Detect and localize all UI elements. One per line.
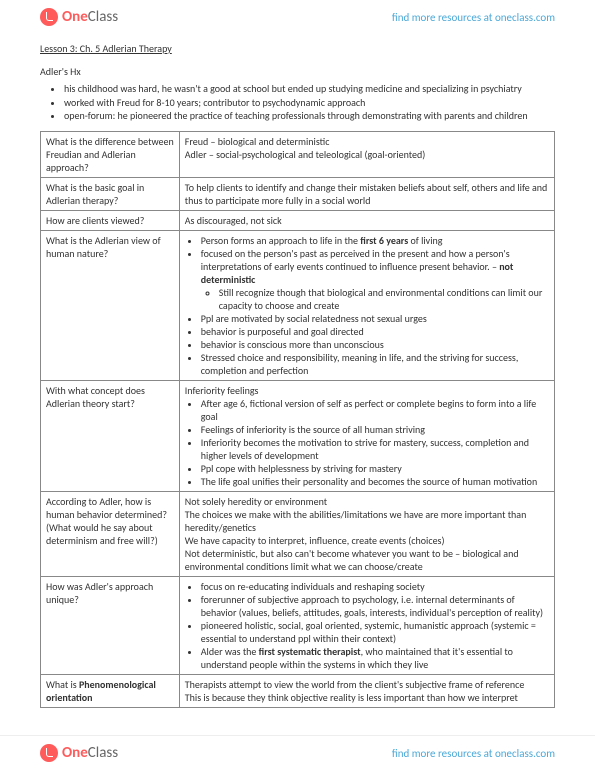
table-row: How was Adler's approach unique? focus o… [41, 576, 555, 674]
logo: OneClass [40, 8, 118, 26]
document-body: Lesson 3: Ch. 5 Adlerian Therapy Adler's… [0, 34, 595, 748]
list-item: focus on re-educating individuals and re… [201, 580, 549, 593]
question-cell: How was Adler's approach unique? [41, 576, 180, 674]
intro-list: his childhood was hard, he wasn't a good… [64, 82, 555, 123]
question-cell: What is the difference between Freudian … [41, 131, 180, 177]
answer-line: Not solely heredity or environment [185, 495, 549, 508]
answer-line: Adler – social-psychological and teleolo… [185, 148, 549, 161]
answer-cell: Not solely heredity or environment The c… [179, 491, 554, 576]
list-item: Feelings of inferiority is the source of… [201, 423, 549, 436]
logo-icon [40, 8, 58, 26]
list-item: his childhood was hard, he wasn't a good… [64, 82, 555, 96]
list-item: focused on the person's past as perceive… [201, 247, 549, 312]
answer-cell: Person forms an approach to life in the … [179, 230, 554, 380]
table-row: According to Adler, how is human behavio… [41, 491, 555, 576]
list-item: Still recognize though that biological a… [219, 286, 549, 312]
answer-lead: Inferiority feelings [185, 384, 549, 397]
logo-icon [40, 744, 58, 762]
subheading: Adler's Hx [40, 65, 555, 78]
list-item: open-forum: he pioneered the practice of… [64, 109, 555, 123]
answer-line: This is because they think objective rea… [185, 691, 549, 704]
table-row: With what concept does Adlerian theory s… [41, 380, 555, 491]
logo-text: OneClass [62, 744, 118, 762]
answer-cell: focus on re-educating individuals and re… [179, 576, 554, 674]
answer-line: We have capacity to interpret, influence… [185, 534, 549, 547]
answer-cell: Therapists attempt to view the world fro… [179, 674, 554, 707]
list-item: Inferiority becomes the motivation to st… [201, 436, 549, 462]
question-cell: How are clients viewed? [41, 210, 180, 230]
table-row: What is Phenomenological orientation The… [41, 674, 555, 707]
answer-line: Therapists attempt to view the world fro… [185, 678, 549, 691]
question-cell: With what concept does Adlerian theory s… [41, 380, 180, 491]
list-item: Ppl cope with helplessness by striving f… [201, 462, 549, 475]
answer-cell: Freud – biological and deterministic Adl… [179, 131, 554, 177]
find-resources-link[interactable]: find more resources at oneclass.com [392, 747, 555, 760]
answer-cell: As discouraged, not sick [179, 210, 554, 230]
list-item: behavior is purposeful and goal directed [201, 325, 549, 338]
list-item: Person forms an approach to life in the … [201, 234, 549, 247]
lesson-title: Lesson 3: Ch. 5 Adlerian Therapy [40, 42, 555, 55]
list-item: After age 6, fictional version of self a… [201, 397, 549, 423]
table-row: What is the difference between Freudian … [41, 131, 555, 177]
list-item: Ppl are motivated by social relatedness … [201, 312, 549, 325]
page-header: OneClass find more resources at oneclass… [0, 0, 595, 34]
answer-line: Not deterministic, but also can't become… [185, 547, 549, 573]
answer-line: Freud – biological and deterministic [185, 135, 549, 148]
table-row: What is the Adlerian view of human natur… [41, 230, 555, 380]
list-item: behavior is conscious more than unconsci… [201, 338, 549, 351]
table-row: How are clients viewed? As discouraged, … [41, 210, 555, 230]
list-item: forerunner of subjective approach to psy… [201, 593, 549, 619]
question-cell: What is the basic goal in Adlerian thera… [41, 177, 180, 210]
answer-cell: Inferiority feelings After age 6, fictio… [179, 380, 554, 491]
find-resources-link[interactable]: find more resources at oneclass.com [392, 11, 555, 24]
list-item: The life goal unifies their personality … [201, 475, 549, 488]
logo-text: OneClass [62, 8, 118, 26]
question-cell: What is the Adlerian view of human natur… [41, 230, 180, 380]
question-cell: What is Phenomenological orientation [41, 674, 180, 707]
question-cell: According to Adler, how is human behavio… [41, 491, 180, 576]
list-item: worked with Freud for 8-10 years; contri… [64, 96, 555, 110]
list-item: Stressed choice and responsibility, mean… [201, 351, 549, 377]
table-row: What is the basic goal in Adlerian thera… [41, 177, 555, 210]
answer-cell: To help clients to identify and change t… [179, 177, 554, 210]
list-item: Alder was the first systematic therapist… [201, 645, 549, 671]
notes-table: What is the difference between Freudian … [40, 131, 555, 708]
logo: OneClass [40, 744, 118, 762]
list-item: pioneered holistic, social, goal oriente… [201, 619, 549, 645]
page-footer: OneClass find more resources at oneclass… [0, 735, 595, 770]
answer-line: The choices we make with the abilities/l… [185, 508, 549, 534]
